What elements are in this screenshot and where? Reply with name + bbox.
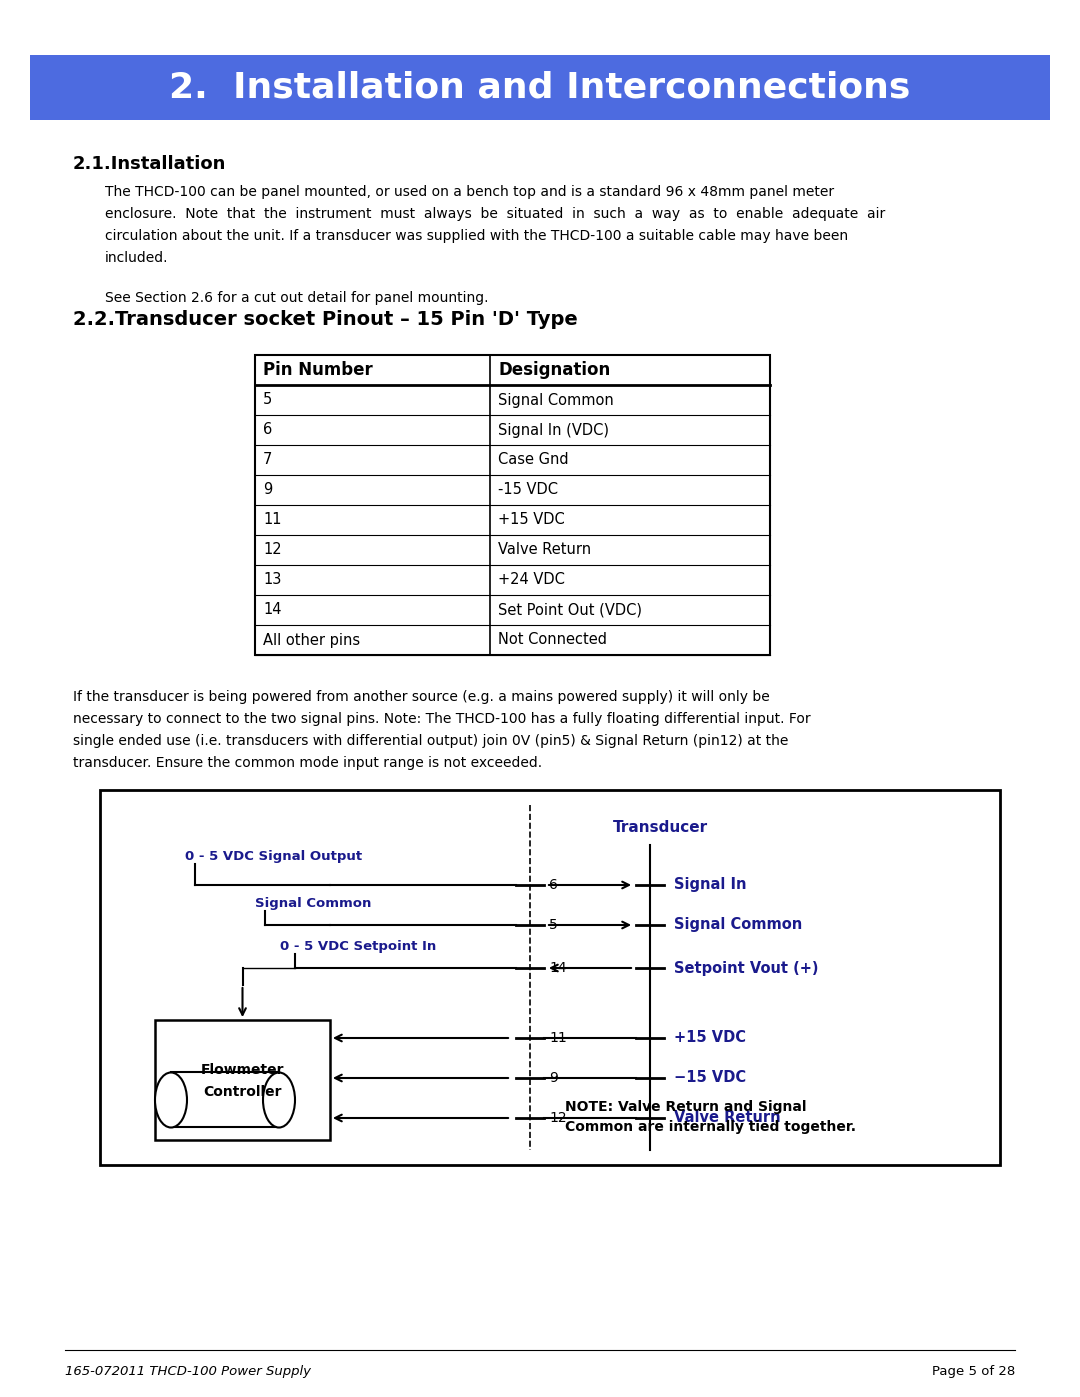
Ellipse shape (264, 1073, 295, 1127)
Text: included.: included. (105, 251, 168, 265)
Text: 2.1.Installation: 2.1.Installation (73, 155, 227, 173)
Text: 165-072011 THCD-100 Power Supply: 165-072011 THCD-100 Power Supply (65, 1365, 311, 1377)
Text: 6: 6 (264, 422, 272, 437)
Text: 14: 14 (549, 961, 567, 975)
Text: 5: 5 (264, 393, 272, 408)
Text: Pin Number: Pin Number (264, 360, 373, 379)
Text: Signal In: Signal In (674, 877, 746, 893)
Text: necessary to connect to the two signal pins. Note: The THCD-100 has a fully floa: necessary to connect to the two signal p… (73, 712, 811, 726)
Bar (30, 54, 1050, 120)
Text: 2.2.Transducer socket Pinout – 15 Pin 'D' Type: 2.2.Transducer socket Pinout – 15 Pin 'D… (73, 310, 578, 330)
Text: 5: 5 (549, 918, 557, 932)
Text: 9: 9 (549, 1071, 558, 1085)
Text: Signal In (VDC): Signal In (VDC) (498, 422, 609, 437)
Bar (100, 789, 1000, 1165)
Text: -15 VDC: -15 VDC (498, 482, 558, 497)
Text: Transducer: Transducer (612, 820, 707, 835)
Text: 14: 14 (264, 602, 282, 617)
Text: 6: 6 (549, 877, 558, 893)
Text: 0 - 5 VDC Setpoint In: 0 - 5 VDC Setpoint In (280, 940, 436, 953)
Text: +15 VDC: +15 VDC (674, 1031, 746, 1045)
Text: 11: 11 (264, 513, 282, 528)
Text: +15 VDC: +15 VDC (498, 513, 565, 528)
Text: If the transducer is being powered from another source (e.g. a mains powered sup: If the transducer is being powered from … (73, 690, 770, 704)
Text: Flowmeter: Flowmeter (201, 1063, 284, 1077)
Text: See Section 2.6 for a cut out detail for panel mounting.: See Section 2.6 for a cut out detail for… (105, 291, 488, 305)
Text: Controller: Controller (203, 1085, 282, 1099)
Text: transducer. Ensure the common mode input range is not exceeded.: transducer. Ensure the common mode input… (73, 756, 542, 770)
Text: 12: 12 (264, 542, 282, 557)
Text: Valve Return: Valve Return (674, 1111, 781, 1126)
Text: Designation: Designation (498, 360, 610, 379)
Text: +24 VDC: +24 VDC (498, 573, 565, 588)
Text: Signal Common: Signal Common (674, 918, 802, 933)
Text: Signal Common: Signal Common (498, 393, 613, 408)
Text: All other pins: All other pins (264, 633, 360, 647)
Text: Not Connected: Not Connected (498, 633, 607, 647)
Text: single ended use (i.e. transducers with differential output) join 0V (pin5) & Si: single ended use (i.e. transducers with … (73, 733, 788, 747)
Text: 11: 11 (549, 1031, 567, 1045)
Text: Page 5 of 28: Page 5 of 28 (932, 1365, 1015, 1377)
Bar (156, 1020, 330, 1140)
Text: Set Point Out (VDC): Set Point Out (VDC) (498, 602, 642, 617)
Text: enclosure.  Note  that  the  instrument  must  always  be  situated  in  such  a: enclosure. Note that the instrument must… (105, 207, 886, 221)
Text: Case Gnd: Case Gnd (498, 453, 569, 468)
Text: NOTE: Valve Return and Signal: NOTE: Valve Return and Signal (565, 1099, 807, 1113)
Bar (171, 1071, 279, 1127)
Text: The THCD-100 can be panel mounted, or used on a bench top and is a standard 96 x: The THCD-100 can be panel mounted, or us… (105, 184, 834, 198)
Text: 2.  Installation and Interconnections: 2. Installation and Interconnections (170, 70, 910, 105)
Text: 13: 13 (264, 573, 282, 588)
Text: −15 VDC: −15 VDC (674, 1070, 746, 1085)
Text: 7: 7 (264, 453, 272, 468)
Text: 9: 9 (264, 482, 272, 497)
Bar (255, 355, 770, 655)
Text: Valve Return: Valve Return (498, 542, 591, 557)
Text: 0 - 5 VDC Signal Output: 0 - 5 VDC Signal Output (185, 849, 362, 863)
Text: 12: 12 (549, 1111, 567, 1125)
Ellipse shape (156, 1073, 187, 1127)
Text: Setpoint Vout (+): Setpoint Vout (+) (674, 961, 819, 975)
Text: circulation about the unit. If a transducer was supplied with the THCD-100 a sui: circulation about the unit. If a transdu… (105, 229, 848, 243)
Text: Common are internally tied together.: Common are internally tied together. (565, 1120, 856, 1134)
Text: Signal Common: Signal Common (255, 897, 372, 909)
